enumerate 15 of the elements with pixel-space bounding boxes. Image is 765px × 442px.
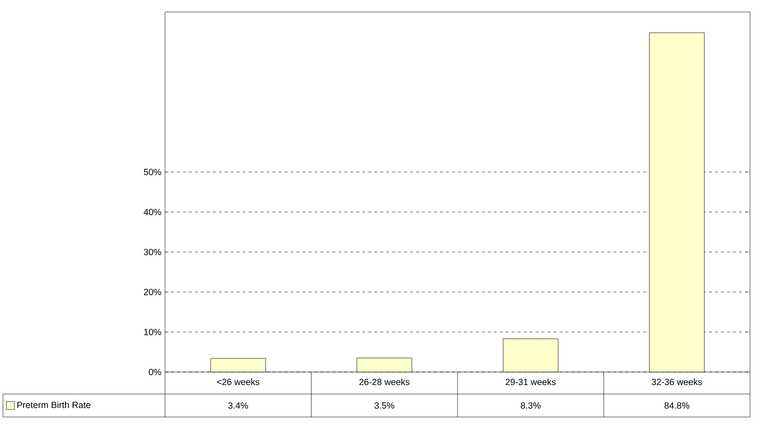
y-tick-label: 40% [144, 208, 162, 216]
data-label: 84.8% [664, 402, 690, 409]
y-tick-label: 20% [144, 288, 162, 296]
y-tick-label: 50% [144, 168, 162, 176]
x-tick-label: 26-28 weeks [359, 378, 410, 386]
x-tick-label: <26 weeks [217, 378, 260, 386]
y-tick-label: 30% [144, 248, 162, 256]
data-label: 8.3% [520, 402, 541, 409]
x-tick-label: 32-36 weeks [652, 378, 702, 386]
x-tick-label: 29-31 weeks [506, 378, 556, 386]
y-tick-label: 10% [144, 328, 162, 336]
data-label: 3.4% [228, 402, 248, 409]
data-label: 3.5% [374, 402, 394, 409]
legend-label: Preterm Birth Rate [17, 402, 90, 408]
y-tick-label: 0% [148, 368, 162, 376]
